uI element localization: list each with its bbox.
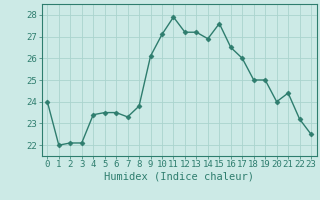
- X-axis label: Humidex (Indice chaleur): Humidex (Indice chaleur): [104, 172, 254, 182]
